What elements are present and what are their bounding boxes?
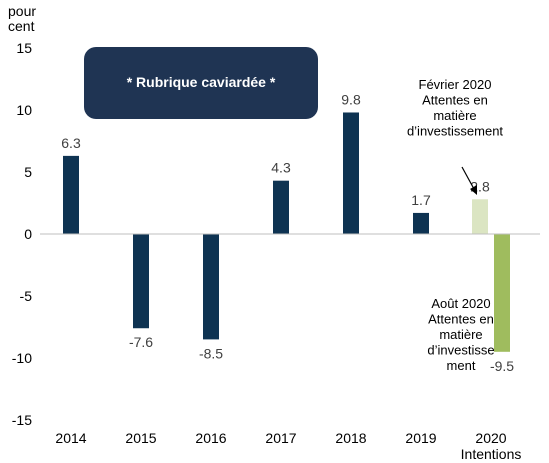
redaction-text: * Rubrique caviardée * xyxy=(127,74,276,90)
category-label: 2016 xyxy=(195,430,226,446)
bar xyxy=(413,212,429,234)
data-label: 2.8 xyxy=(470,178,490,194)
annotation-text: Août 2020 Attentes en matière d’investisse m… xyxy=(427,296,494,373)
arrow-icon xyxy=(461,166,477,195)
category-label: 2014 xyxy=(55,430,86,446)
data-label: 9.8 xyxy=(341,91,361,107)
category-label: 2019 xyxy=(405,430,436,446)
bars xyxy=(63,112,510,352)
bar xyxy=(203,234,219,340)
category-label: 2017 xyxy=(265,430,296,446)
redaction-box: * Rubrique caviardée * xyxy=(84,47,318,119)
category-label: 2020 Intentions xyxy=(461,430,522,462)
data-label: 1.7 xyxy=(411,192,431,208)
annotation-text: Février 2020 Attentes en matière d’investis… xyxy=(407,77,503,139)
category-label: 2015 xyxy=(125,430,156,446)
bar xyxy=(273,180,289,234)
y-tick-label: -5 xyxy=(20,288,33,304)
bar xyxy=(63,155,79,234)
y-tick-label: -10 xyxy=(12,350,32,366)
category-label: 2018 xyxy=(335,430,366,446)
data-label: -7.6 xyxy=(129,334,153,350)
data-label: -9.5 xyxy=(490,358,514,374)
y-tick-label: 10 xyxy=(16,102,32,118)
bar xyxy=(343,112,359,234)
bar xyxy=(472,199,488,234)
y-unit-label: pour cent xyxy=(8,3,36,34)
annotation-august: Août 2020 Attentes en matière d’investisse m… xyxy=(427,296,494,373)
annotation-february: Février 2020 Attentes en matière d’investis… xyxy=(407,77,503,139)
y-tick-label: 0 xyxy=(24,226,32,242)
y-tick-label: -15 xyxy=(12,412,32,428)
redaction-rect xyxy=(84,47,318,119)
y-tick-label: 5 xyxy=(24,164,32,180)
category-labels: 2014 2015 2016 2017 2018 2019 2020 Intentions xyxy=(55,430,521,462)
data-label: 6.3 xyxy=(61,135,81,151)
bar xyxy=(133,234,149,329)
data-label: 4.3 xyxy=(271,160,291,176)
bar xyxy=(494,234,510,352)
y-tick-label: 15 xyxy=(16,40,32,56)
y-tick-labels: 15 10 5 0 -5 -10 -15 xyxy=(12,40,32,428)
data-label: -8.5 xyxy=(199,345,223,361)
